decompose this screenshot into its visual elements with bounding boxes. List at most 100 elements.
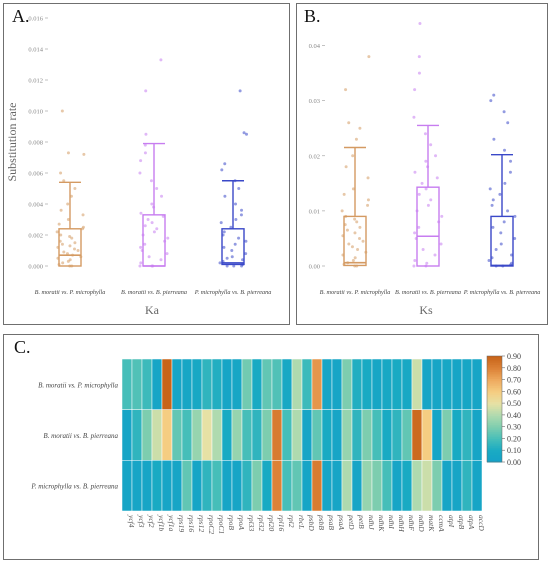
data-point (351, 187, 355, 191)
heatmap-column-label: rbcL (297, 515, 306, 529)
data-point (367, 55, 371, 59)
colorbar-segment (487, 387, 502, 391)
heatmap-cell (411, 460, 423, 512)
heatmap-column-label: rpl32 (257, 515, 266, 532)
heatmap-cell (461, 409, 473, 461)
category-label: P. microphylla vs. B. pierreana (463, 289, 541, 296)
heatmap-column-label: ycf2 (147, 514, 156, 528)
colorbar-segment (487, 409, 502, 412)
data-point (417, 71, 421, 75)
colorbar-segment (487, 416, 502, 419)
heatmap-cell (341, 409, 353, 461)
heatmap-cell (421, 460, 433, 512)
data-point (166, 236, 170, 240)
heatmap-cell (271, 460, 283, 512)
data-point (356, 247, 360, 251)
colorbar-segment (487, 396, 502, 399)
colorbar-segment (487, 389, 502, 392)
data-point (66, 202, 70, 206)
heatmap-cell (401, 460, 413, 512)
panel-b-label: B. (304, 6, 321, 26)
colorbar-segment (487, 363, 502, 366)
heatmap-cell (371, 409, 383, 461)
data-point (494, 247, 498, 251)
heatmap-cell (311, 409, 323, 461)
heatmap-cell (241, 460, 253, 512)
data-point (434, 154, 438, 158)
heatmap-cell (311, 460, 323, 512)
data-point (143, 143, 147, 147)
data-point (233, 242, 237, 246)
heatmap-cell (251, 460, 263, 512)
heatmap-cell (261, 460, 273, 512)
heatmap-cell (301, 409, 313, 461)
data-point (59, 233, 63, 237)
box (490, 215, 514, 267)
heatmap-cell (221, 460, 233, 512)
data-point (347, 121, 351, 125)
heatmap-cell (211, 358, 223, 410)
panel-b-ks-boxplot: 0.00 0.01 0.02 0.03 0.04 Ks B. moratii vs. P. … (309, 22, 541, 317)
colorbar-segment (487, 364, 502, 368)
data-point (73, 247, 77, 251)
heatmap-cell (161, 460, 173, 512)
heatmap-row-label: B. moratii vs. B. pierreana (43, 432, 118, 440)
y-tick-label: 0.000 (28, 264, 43, 271)
data-point (240, 208, 244, 212)
data-point (342, 192, 346, 196)
data-point (139, 245, 143, 249)
data-point (159, 58, 163, 62)
heatmap-column-label: matK (427, 515, 436, 532)
colorbar-tick-label: 0.20 (507, 434, 521, 443)
data-point (138, 264, 142, 268)
data-point (413, 258, 417, 262)
data-point (229, 225, 233, 229)
data-point (66, 151, 70, 155)
data-point (366, 176, 370, 180)
heatmap-cell (381, 358, 393, 410)
colorbar-segment (487, 400, 502, 403)
colorbar-segment (487, 440, 502, 444)
data-point (487, 258, 491, 262)
heatmap-column-label: ndhK (377, 515, 386, 532)
data-point (350, 245, 354, 249)
colorbar-segment (487, 405, 502, 408)
data-point (245, 132, 249, 136)
data-point (499, 231, 503, 235)
colorbar-segment (487, 426, 502, 429)
data-point (491, 225, 495, 229)
heatmap-cell (471, 460, 483, 512)
colorbar-segment (487, 382, 502, 385)
y-tick-label: 0.00 (309, 264, 320, 271)
colorbar-segment (487, 446, 502, 449)
heatmap-cell (161, 409, 173, 461)
data-point (429, 198, 433, 202)
colorbar-segment (487, 460, 502, 463)
heatmap-column-label: rpl16 (277, 515, 286, 532)
heatmap-cell (361, 409, 373, 461)
heatmap-cell (441, 460, 453, 512)
y-tick-label: 0.04 (309, 43, 321, 50)
data-point (73, 241, 77, 245)
data-point (55, 230, 59, 234)
y-tick-label: 0.010 (28, 109, 43, 116)
y-tick-label: 0.01 (309, 208, 320, 215)
colorbar-segment (487, 423, 502, 426)
data-point (76, 249, 80, 252)
heatmap-column-label: ccmA (437, 515, 446, 532)
data-point (355, 220, 359, 224)
box (416, 186, 440, 267)
heatmap-cell (301, 460, 313, 512)
data-point (513, 214, 517, 218)
data-point (82, 152, 86, 156)
heatmap-cell (321, 460, 333, 512)
colorbar-segment (487, 454, 502, 458)
box (221, 228, 245, 266)
heatmap-cell (171, 409, 183, 461)
heatmap-cell (181, 409, 193, 461)
heatmap-cell (351, 358, 363, 410)
data-point (440, 214, 444, 218)
data-point (421, 247, 425, 251)
data-point (81, 225, 85, 229)
heatmap-cell (421, 409, 433, 461)
